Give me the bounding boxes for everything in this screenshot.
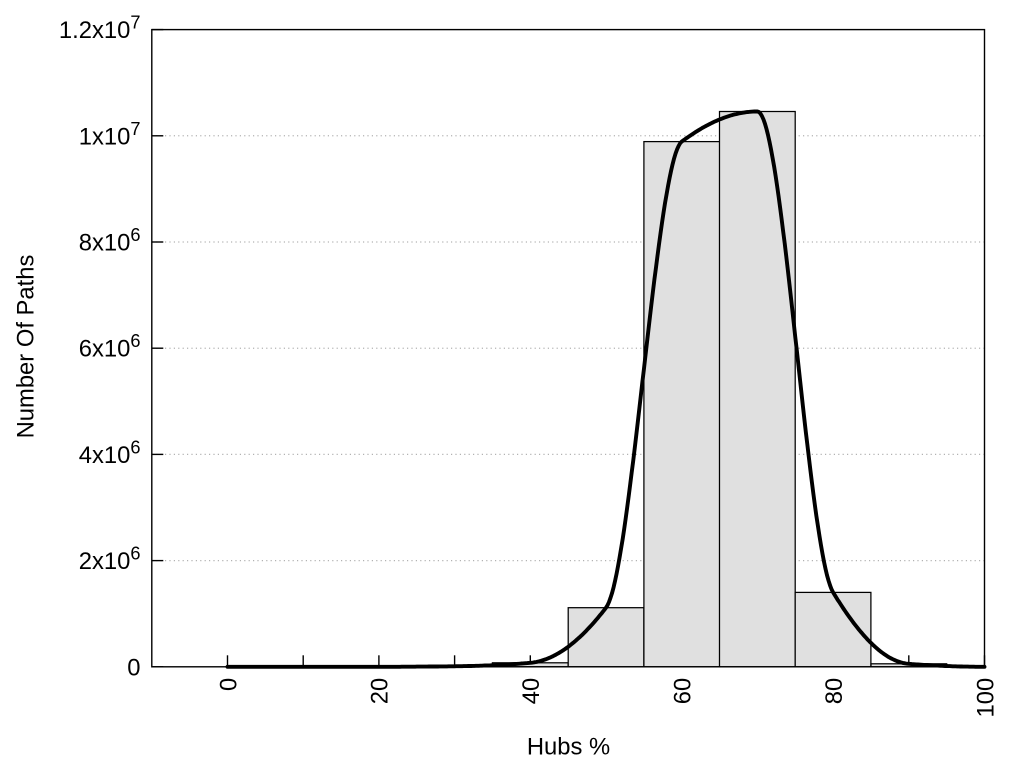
svg-text:4x106: 4x106 <box>79 437 141 469</box>
svg-text:Number Of Paths: Number Of Paths <box>13 254 40 438</box>
svg-text:1.2x107: 1.2x107 <box>59 13 141 45</box>
svg-text:1x107: 1x107 <box>79 119 141 151</box>
svg-text:0: 0 <box>127 654 140 681</box>
svg-text:80: 80 <box>821 678 848 704</box>
svg-text:8x106: 8x106 <box>79 225 141 257</box>
svg-text:2x106: 2x106 <box>79 544 141 576</box>
svg-text:Hubs %: Hubs % <box>527 734 610 761</box>
svg-text:20: 20 <box>367 678 394 704</box>
svg-text:40: 40 <box>518 678 545 704</box>
svg-text:6x106: 6x106 <box>79 331 141 363</box>
svg-text:0: 0 <box>215 678 242 691</box>
svg-text:100: 100 <box>972 678 999 718</box>
svg-text:60: 60 <box>670 678 697 704</box>
